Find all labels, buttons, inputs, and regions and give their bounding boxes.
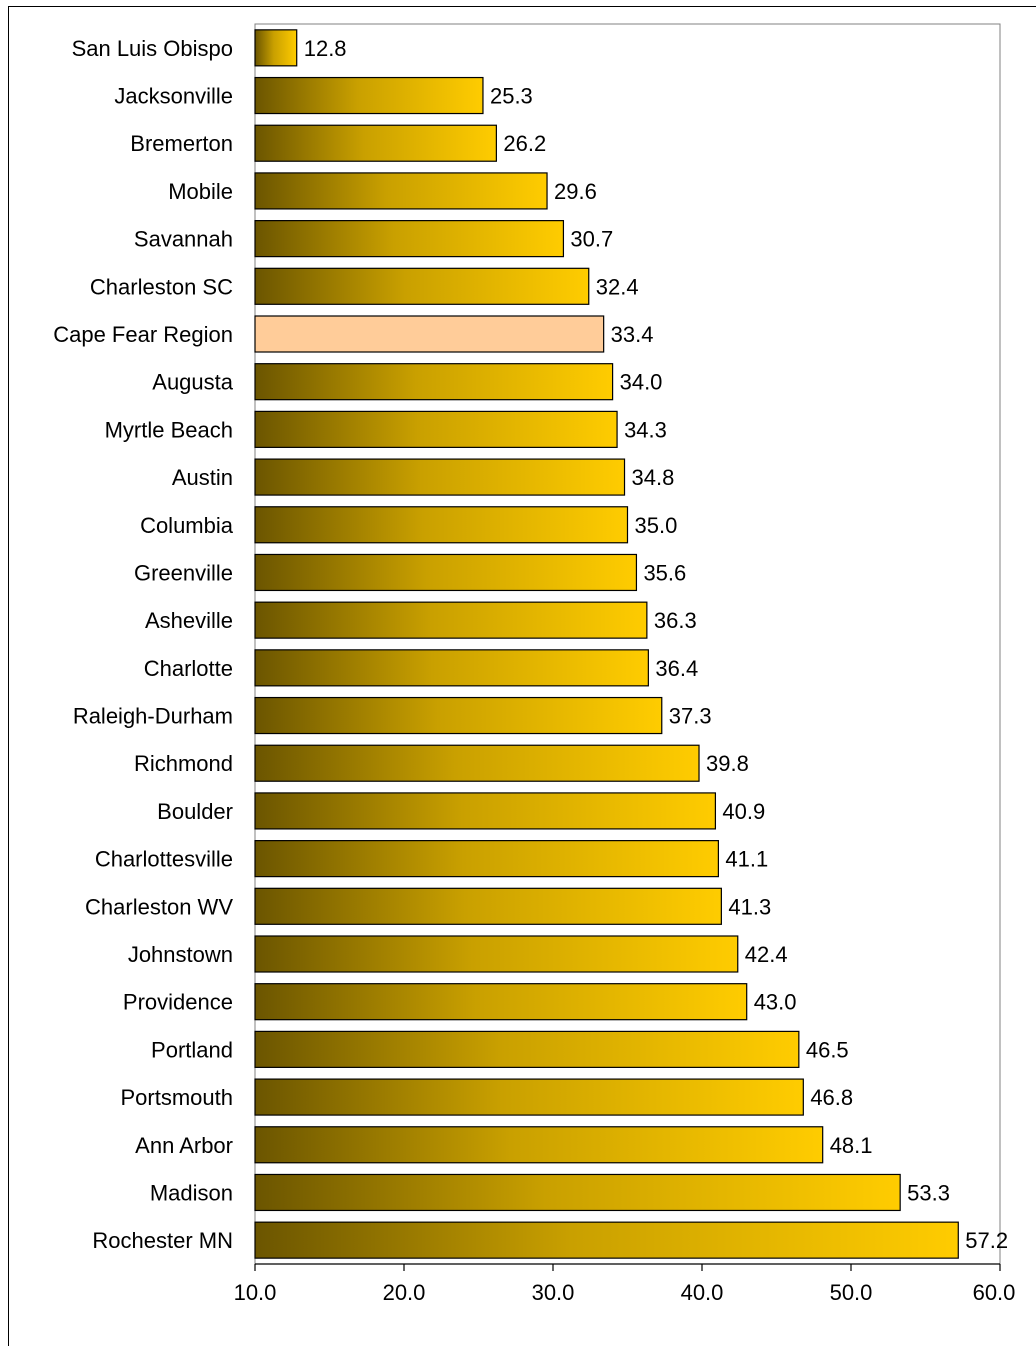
category-label: Johnstown (128, 942, 233, 967)
value-label: 34.0 (620, 370, 663, 395)
value-label: 43.0 (754, 990, 797, 1015)
category-label: Richmond (134, 751, 233, 776)
value-label: 36.4 (655, 656, 698, 681)
bar-columbia (254, 506, 629, 544)
bar-myrtle-beach (254, 410, 618, 448)
value-label: 29.6 (554, 179, 597, 204)
category-label: San Luis Obispo (72, 36, 233, 61)
category-label: Greenville (134, 560, 233, 585)
value-label: 35.6 (643, 560, 686, 585)
value-label: 25.3 (490, 84, 533, 109)
bar-bremerton (254, 124, 497, 162)
bar-richmond (254, 744, 700, 782)
bar-mobile (254, 172, 548, 210)
category-label: Portland (151, 1037, 233, 1062)
value-label: 12.8 (304, 36, 347, 61)
category-label: Austin (172, 465, 233, 490)
category-label: Charleston SC (90, 274, 233, 299)
x-tick-label: 10.0 (234, 1280, 277, 1305)
x-axis: 10.0 20.0 30.0 40.0 50.0 60.0 (234, 1263, 1016, 1305)
category-label: Myrtle Beach (105, 417, 233, 442)
value-label: 39.8 (706, 751, 749, 776)
value-label: 37.3 (669, 704, 712, 729)
frame-border-top (8, 6, 1036, 7)
bar-charlotte (254, 649, 649, 687)
value-label: 57.2 (965, 1228, 1008, 1253)
category-label: Asheville (145, 608, 233, 633)
value-label: 40.9 (722, 799, 765, 824)
bar-asheville (254, 601, 648, 639)
bar-jacksonville (254, 76, 484, 115)
value-label: 26.2 (503, 131, 546, 156)
category-label: Providence (123, 990, 233, 1015)
value-label: 33.4 (611, 322, 654, 347)
category-label: Jacksonville (114, 84, 233, 109)
bars-group (254, 29, 959, 1259)
value-label: 46.8 (810, 1085, 853, 1110)
bar-charleston-wv (254, 887, 722, 925)
category-label: Ann Arbor (135, 1133, 233, 1158)
x-tick-label: 20.0 (383, 1280, 426, 1305)
bar-charlottesville (254, 840, 719, 878)
value-label: 32.4 (596, 274, 639, 299)
value-label: 42.4 (745, 942, 788, 967)
value-labels: 12.8 25.3 26.2 29.6 30.7 32.4 33.4 34.0 34.3 34.8… (304, 36, 1008, 1253)
frame-border-left (8, 6, 9, 1346)
value-label: 53.3 (907, 1180, 950, 1205)
category-label: Portsmouth (121, 1085, 234, 1110)
bar-portsmouth (254, 1078, 804, 1116)
x-tick-label: 60.0 (973, 1280, 1016, 1305)
value-label: 41.1 (725, 847, 768, 872)
bar-portland (254, 1030, 800, 1068)
x-tick-label: 30.0 (532, 1280, 575, 1305)
category-label: Charlottesville (95, 847, 233, 872)
bar-savannah (254, 220, 565, 258)
value-label: 35.0 (635, 513, 678, 538)
category-label: Bremerton (130, 131, 233, 156)
category-label: Columbia (140, 513, 234, 538)
category-label: Rochester MN (92, 1228, 233, 1253)
value-label: 41.3 (728, 894, 771, 919)
value-label: 36.3 (654, 608, 697, 633)
plot-area (254, 23, 1001, 1265)
category-labels: San Luis Obispo Jacksonville Bremerton Mobi… (53, 36, 234, 1253)
bar-boulder (254, 792, 717, 830)
category-label: Charleston WV (85, 894, 233, 919)
category-label: Cape Fear Region (53, 322, 233, 347)
category-label: Charlotte (144, 656, 233, 681)
value-label: 34.3 (624, 417, 667, 442)
bar-cape-fear-region (254, 315, 605, 353)
bar-ann-arbor (254, 1126, 824, 1164)
x-tick-label: 40.0 (681, 1280, 724, 1305)
bar-madison (254, 1173, 901, 1212)
category-label: Madison (150, 1180, 233, 1205)
bar-san-luis-obispo (254, 29, 298, 67)
bar-augusta (254, 363, 614, 401)
bar-providence (254, 983, 748, 1021)
category-label: Savannah (134, 227, 233, 252)
x-tick-label: 50.0 (830, 1280, 873, 1305)
category-label: Raleigh-Durham (73, 704, 233, 729)
category-label: Boulder (157, 799, 233, 824)
category-label: Augusta (152, 370, 233, 395)
value-label: 34.8 (632, 465, 675, 490)
value-label: 46.5 (806, 1037, 849, 1062)
bar-rochester-mn (254, 1221, 959, 1259)
bar-johnstown (254, 935, 739, 973)
bar-austin (254, 458, 626, 496)
bar-greenville (254, 553, 638, 592)
bar-charleston-sc (254, 267, 590, 305)
value-label: 30.7 (570, 227, 613, 252)
category-label: Mobile (168, 179, 233, 204)
bar-raleigh-durham (254, 696, 663, 735)
value-label: 48.1 (830, 1133, 873, 1158)
